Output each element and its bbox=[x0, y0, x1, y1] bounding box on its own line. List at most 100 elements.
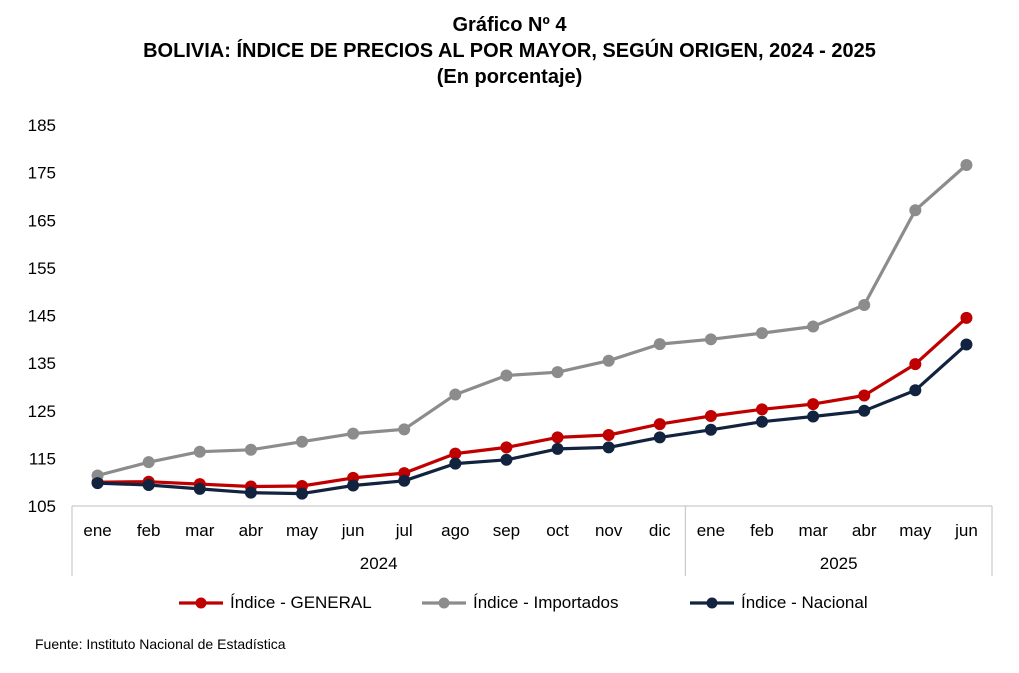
y-tick-label: 185 bbox=[28, 116, 56, 135]
x-tick-label: nov bbox=[595, 521, 623, 540]
data-point bbox=[142, 479, 155, 492]
data-point bbox=[602, 354, 615, 367]
series-line bbox=[97, 343, 968, 496]
series-group bbox=[91, 338, 973, 500]
data-point bbox=[398, 423, 411, 436]
y-tick-label: 145 bbox=[28, 307, 56, 326]
series-layer bbox=[91, 159, 973, 500]
data-point bbox=[909, 384, 922, 397]
y-tick-label: 115 bbox=[29, 449, 56, 468]
data-point bbox=[858, 299, 871, 312]
data-point bbox=[244, 443, 257, 456]
y-tick-label: 155 bbox=[28, 259, 56, 278]
data-point bbox=[704, 333, 717, 346]
y-tick-label: 105 bbox=[28, 497, 56, 516]
data-point bbox=[960, 159, 973, 172]
legend-label: Índice - Importados bbox=[473, 593, 619, 612]
x-tick-label: mar bbox=[185, 521, 215, 540]
data-point bbox=[909, 204, 922, 217]
data-point bbox=[858, 404, 871, 417]
legend-item: Índice - Nacional bbox=[689, 590, 868, 616]
data-point bbox=[960, 338, 973, 351]
y-tick-label: 175 bbox=[28, 164, 56, 183]
legend-item: Índice - Importados bbox=[421, 590, 619, 616]
data-point bbox=[756, 327, 768, 340]
data-point bbox=[551, 442, 564, 455]
data-point bbox=[449, 447, 462, 460]
x-tick-label: mar bbox=[798, 521, 828, 540]
data-point bbox=[807, 410, 820, 423]
data-point bbox=[449, 457, 462, 470]
x-tick-label: dic bbox=[649, 521, 671, 540]
data-point bbox=[653, 338, 666, 351]
data-point bbox=[500, 369, 513, 382]
chart-legend: Índice - GENERAL Índice - Importados Índic… bbox=[0, 590, 1019, 616]
data-point bbox=[449, 388, 462, 401]
data-point bbox=[807, 320, 820, 333]
legend-marker bbox=[179, 597, 223, 609]
x-tick-label: jul bbox=[395, 521, 413, 540]
data-point bbox=[244, 486, 257, 499]
data-point bbox=[704, 423, 717, 436]
legend-label: Índice - GENERAL bbox=[230, 593, 372, 612]
series-group bbox=[91, 311, 973, 493]
series-line bbox=[97, 316, 968, 489]
data-point bbox=[602, 429, 615, 442]
legend-marker bbox=[422, 597, 466, 609]
data-point bbox=[653, 431, 666, 444]
legend-label: Índice - Nacional bbox=[741, 593, 868, 612]
data-point bbox=[551, 366, 564, 379]
series-line bbox=[97, 163, 968, 478]
legend-marker bbox=[690, 597, 734, 609]
data-point bbox=[858, 389, 871, 402]
data-point bbox=[756, 403, 768, 416]
x-tick-label: feb bbox=[750, 521, 774, 540]
data-point bbox=[653, 418, 666, 431]
series-group bbox=[91, 159, 973, 482]
x-group-label: 2024 bbox=[360, 554, 398, 573]
chart-title: Gráfico Nº 4 bbox=[452, 14, 567, 36]
data-point bbox=[398, 474, 411, 487]
x-tick-label: sep bbox=[493, 521, 520, 540]
data-point bbox=[602, 441, 615, 454]
data-point bbox=[347, 427, 360, 440]
data-point bbox=[807, 398, 820, 411]
x-tick-label: feb bbox=[137, 521, 161, 540]
y-axis: 105 115 125 135 145 155 165 175 185 bbox=[28, 116, 56, 516]
x-tick-label: may bbox=[899, 521, 932, 540]
data-point bbox=[500, 453, 513, 466]
data-point bbox=[193, 445, 206, 458]
x-tick-label: may bbox=[286, 521, 319, 540]
data-point bbox=[551, 431, 564, 444]
x-tick-label: ago bbox=[441, 521, 469, 540]
data-point bbox=[296, 487, 308, 500]
x-tick-label: ene bbox=[83, 521, 111, 540]
data-point bbox=[960, 311, 973, 324]
data-point bbox=[91, 477, 104, 490]
chart-titles: Gráfico Nº 4 BOLIVIA: ÍNDICE DE PRECIOS … bbox=[0, 12, 1019, 90]
legend-item: Índice - GENERAL bbox=[178, 590, 372, 616]
source-note: Fuente: Instituto Nacional de Estadístic… bbox=[35, 636, 286, 652]
x-tick-label: jun bbox=[341, 521, 365, 540]
data-point bbox=[347, 479, 360, 492]
x-tick-label: oct bbox=[546, 521, 569, 540]
data-point bbox=[909, 358, 922, 371]
x-tick-label: abr bbox=[239, 521, 264, 540]
data-point bbox=[296, 435, 308, 448]
data-point bbox=[500, 441, 513, 454]
x-tick-label: ene bbox=[697, 521, 725, 540]
chart-unit: (En porcentaje) bbox=[436, 66, 583, 88]
x-group-label: 2025 bbox=[820, 554, 858, 573]
data-point bbox=[142, 456, 155, 469]
data-point bbox=[756, 415, 768, 428]
data-point bbox=[193, 482, 206, 495]
data-point bbox=[704, 409, 717, 422]
y-tick-label: 165 bbox=[28, 211, 56, 230]
x-axis: ene feb mar abr may jun jul ago sep oct nov dic ene f… bbox=[71, 505, 993, 576]
chart-subtitle: BOLIVIA: ÍNDICE DE PRECIOS AL POR MAYOR,… bbox=[143, 40, 876, 62]
y-tick-label: 125 bbox=[28, 402, 56, 421]
y-tick-label: 135 bbox=[28, 354, 56, 373]
x-tick-label: abr bbox=[852, 521, 877, 540]
x-tick-label: jun bbox=[954, 521, 978, 540]
